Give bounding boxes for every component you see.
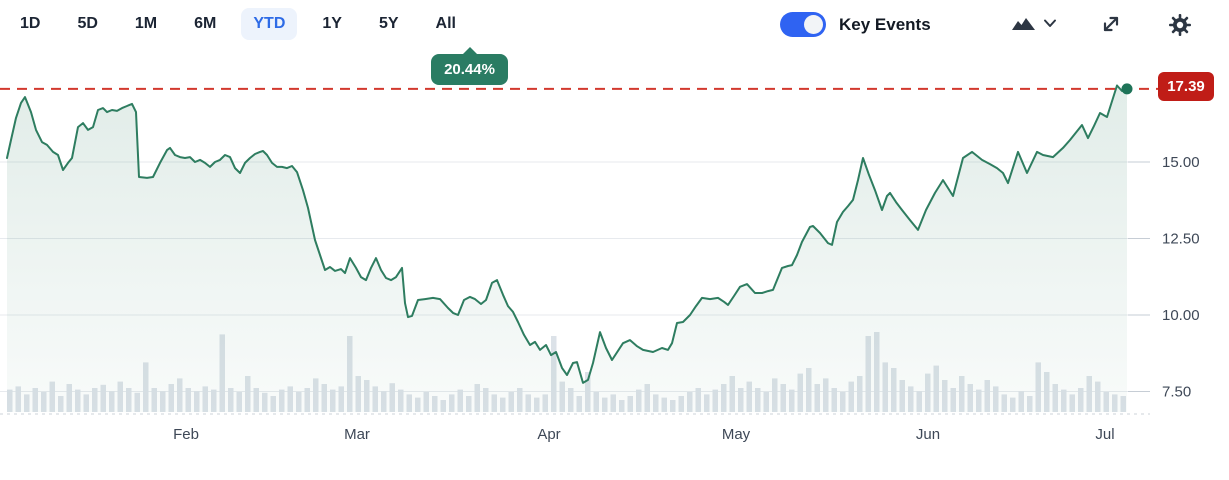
range-button-1y[interactable]: 1Y [310,8,354,40]
settings-button[interactable] [1168,13,1192,37]
range-selector: 1D 5D 1M 6M YTD 1Y 5Y All [8,8,468,40]
change-percent-badge: 20.44% [431,54,508,85]
x-axis-label: Apr [537,426,560,443]
y-axis-label: 10.00 [1162,307,1200,324]
range-button-all[interactable]: All [424,8,468,40]
key-events-label: Key Events [839,14,931,34]
chart-type-selector[interactable] [1012,15,1057,31]
y-axis-label: 12.50 [1162,231,1200,248]
current-price-dot [1121,83,1133,95]
area-chart-icon [1012,18,1035,30]
gear-icon [1169,14,1191,36]
range-button-1m[interactable]: 1M [123,8,169,40]
x-axis-label: Jul [1095,426,1114,443]
toggle-knob [804,15,823,34]
price-area [7,85,1127,412]
change-percent-value: 20.44% [444,61,495,78]
x-axis-label: May [722,426,751,443]
price-line [6,84,1128,384]
range-button-ytd[interactable]: YTD [241,8,298,40]
range-button-6m[interactable]: 6M [182,8,228,40]
x-axis-label: Mar [344,426,370,443]
y-axis-label: 15.00 [1162,154,1200,171]
key-events-control: Key Events [780,12,931,37]
range-button-5y[interactable]: 5Y [367,8,411,40]
key-events-toggle[interactable] [780,12,826,37]
chevron-down-icon [1044,19,1056,27]
y-axis-label: 7.50 [1162,384,1191,401]
x-axis-label: Jun [916,426,940,443]
current-price-tag: 17.39 [1158,72,1214,101]
fullscreen-button[interactable] [1100,13,1122,35]
range-button-1d[interactable]: 1D [8,8,52,40]
x-axis-label: Feb [173,426,199,443]
range-button-5d[interactable]: 5D [65,8,109,40]
expand-icon [1103,16,1119,32]
